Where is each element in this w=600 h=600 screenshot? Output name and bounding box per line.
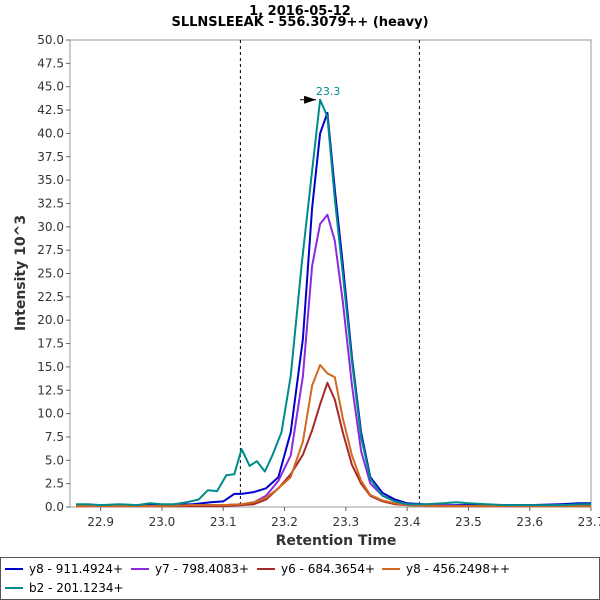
series-lines bbox=[76, 98, 591, 508]
y-tick-label: 5.0 bbox=[45, 453, 64, 467]
y-tick-label: 35.0 bbox=[37, 173, 64, 187]
legend-label: y6 - 684.3654+ bbox=[281, 562, 376, 576]
legend-item: y8 - 456.2498++ bbox=[382, 560, 510, 578]
y-tick-label: 40.0 bbox=[37, 126, 64, 140]
legend-swatch bbox=[5, 568, 23, 570]
legend-label: y8 - 911.4924+ bbox=[29, 562, 124, 576]
legend-swatch bbox=[257, 568, 275, 570]
chart-title: 1, 2016-05-12 bbox=[249, 4, 351, 19]
y-tick-label: 42.5 bbox=[37, 103, 64, 117]
legend-label: y8 - 456.2498++ bbox=[406, 562, 511, 576]
chromatogram-chart: 1, 2016-05-12 SLLNSLEEAK - 556.3079++ (h… bbox=[13, 4, 600, 549]
legend-swatch bbox=[382, 568, 400, 570]
x-tick-label: 23.1 bbox=[210, 515, 237, 529]
x-tick-label: 23.6 bbox=[516, 515, 543, 529]
y-tick-label: 2.5 bbox=[45, 477, 64, 491]
y-tick-label: 37.5 bbox=[37, 150, 64, 164]
legend-swatch bbox=[5, 587, 23, 589]
legend-item: b2 - 201.1234+ bbox=[5, 579, 124, 597]
y-axis-label: Intensity 10^3 bbox=[13, 215, 29, 331]
y-tick-label: 45.0 bbox=[37, 80, 64, 94]
chart-subtitle: SLLNSLEEAK - 556.3079++ (heavy) bbox=[171, 15, 428, 30]
y-tick-label: 25.0 bbox=[37, 267, 64, 281]
series-line-4 bbox=[76, 98, 591, 507]
x-tick-label: 22.9 bbox=[87, 515, 114, 529]
y-tick-label: 47.5 bbox=[37, 56, 64, 70]
y-tick-label: 0.0 bbox=[45, 500, 64, 514]
y-tick-label: 30.0 bbox=[37, 220, 64, 234]
peak-annotation: 23.3 bbox=[316, 85, 341, 98]
legend-item: y8 - 911.4924+ bbox=[5, 560, 123, 578]
x-tick-label: 23.3 bbox=[332, 515, 359, 529]
y-tick-label: 32.5 bbox=[37, 196, 64, 210]
legend-swatch bbox=[131, 568, 149, 570]
y-tick-label: 27.5 bbox=[37, 243, 64, 257]
x-axis-label: Retention Time bbox=[276, 533, 397, 549]
x-axis: 22.9 23.0 23.1 23.2 23.3 23.4 23.5 23.6 23.7 bbox=[87, 507, 600, 529]
y-axis: 0.0 2.5 5.0 7.5 10.0 12.5 15.0 17.5 20.0 22.5 25.0… bbox=[37, 33, 70, 514]
y-tick-label: 22.5 bbox=[37, 290, 64, 304]
legend-label: b2 - 201.1234+ bbox=[29, 581, 124, 595]
y-tick-label: 7.5 bbox=[45, 430, 64, 444]
y-tick-label: 15.0 bbox=[37, 360, 64, 374]
y-tick-label: 50.0 bbox=[37, 33, 64, 47]
y-tick-label: 20.0 bbox=[37, 313, 64, 327]
series-line-3 bbox=[76, 364, 591, 508]
x-tick-label: 23.7 bbox=[578, 515, 600, 529]
x-tick-label: 23.2 bbox=[271, 515, 298, 529]
peak-annotation-group: 23.3 bbox=[300, 85, 340, 104]
y-tick-label: 17.5 bbox=[37, 337, 64, 351]
legend-item: y6 - 684.3654+ bbox=[257, 560, 375, 578]
x-tick-label: 23.4 bbox=[394, 515, 421, 529]
plot-area bbox=[69, 39, 592, 508]
legend-item: y7 - 798.4083+ bbox=[131, 560, 249, 578]
x-tick-label: 23.5 bbox=[455, 515, 482, 529]
legend-label: y7 - 798.4083+ bbox=[155, 562, 250, 576]
x-tick-label: 23.0 bbox=[149, 515, 176, 529]
legend: y8 - 911.4924+ y7 - 798.4083+ y6 - 684.365… bbox=[0, 557, 600, 600]
y-tick-label: 10.0 bbox=[37, 407, 64, 421]
y-tick-label: 12.5 bbox=[37, 383, 64, 397]
